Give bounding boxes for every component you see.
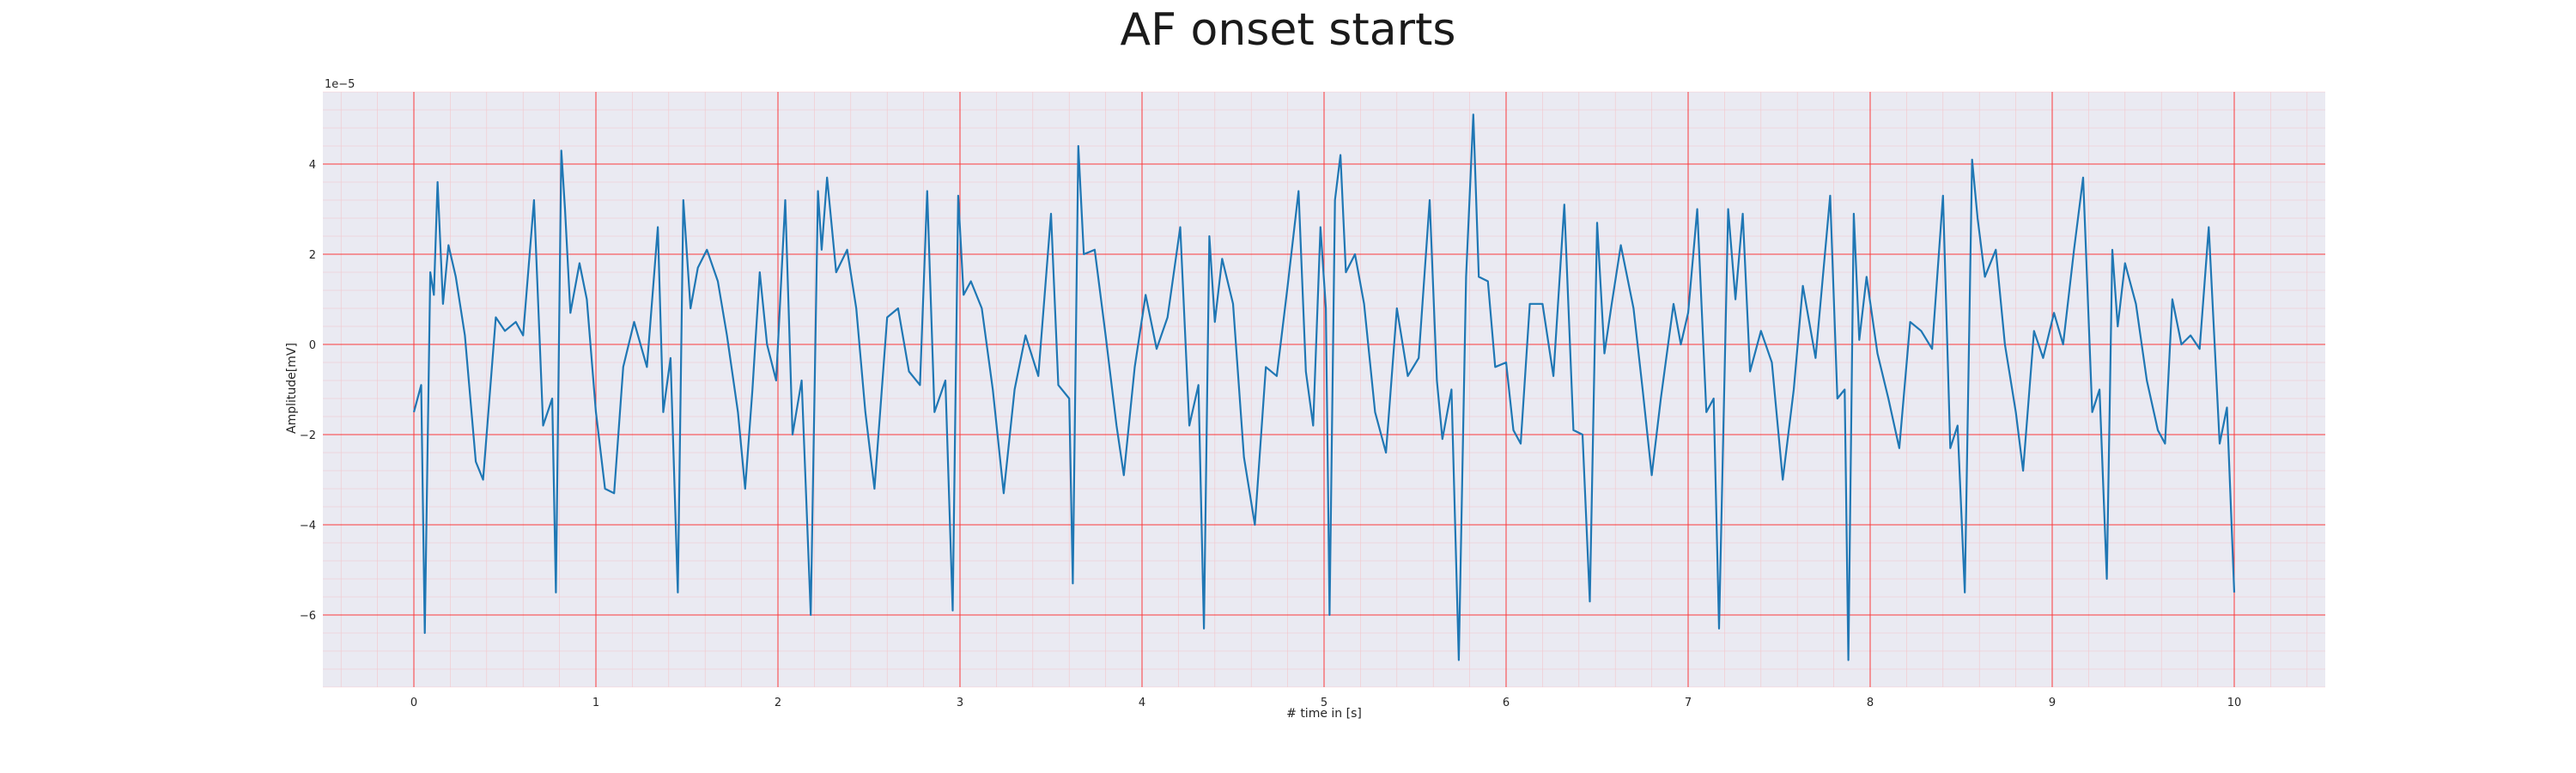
series-line [412,113,2236,661]
chart-title: AF onset starts [1121,4,1456,56]
x-tick-label: 6 [1503,697,1510,709]
x-tick-label: 7 [1685,697,1692,709]
x-tick-labels: 0 1 2 3 4 5 6 7 8 9 10 [410,697,2241,709]
y-axis-label: Amplitude[mV] [285,343,299,434]
x-tick-label: 10 [2227,697,2242,709]
x-tick-label: 9 [2049,697,2056,709]
x-tick-label: 0 [410,697,417,709]
x-tick-label: 5 [1321,697,1327,709]
x-axis-label: # time in [s] [1286,707,1362,721]
y-tick-label: −2 [300,429,316,442]
major-grid [323,92,2325,687]
y-tick-label: −6 [300,610,316,623]
y-tick-label: 0 [309,339,316,352]
x-tick-label: 4 [1139,697,1145,709]
y-tick-label: 4 [309,159,316,172]
x-tick-label: 2 [775,697,781,709]
y-tick-label: −4 [300,520,316,533]
x-tick-label: 3 [957,697,963,709]
y-tick-labels: −6 −4 −2 0 2 4 [300,159,316,623]
x-tick-label: 1 [592,697,599,709]
y-tick-label: 2 [309,249,316,262]
x-tick-label: 8 [1867,697,1874,709]
y-offset-label: 1e−5 [325,78,355,91]
